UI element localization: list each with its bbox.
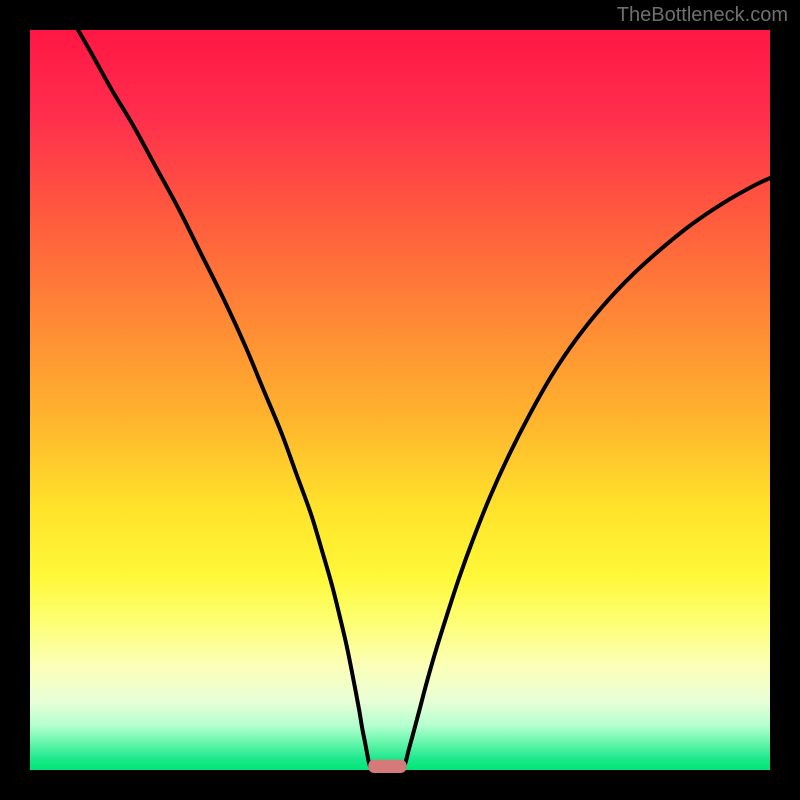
chart-container: TheBottleneck.com <box>0 0 800 800</box>
minimum-marker <box>368 760 406 773</box>
chart-svg <box>0 0 800 800</box>
